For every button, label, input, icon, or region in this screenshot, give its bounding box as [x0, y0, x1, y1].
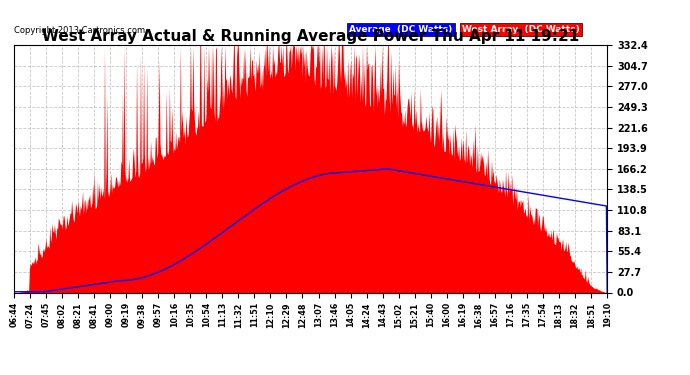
Text: West Array  (DC Watts): West Array (DC Watts) [462, 25, 580, 34]
Text: Copyright 2013 Cartronics.com: Copyright 2013 Cartronics.com [14, 26, 145, 35]
Text: Average  (DC Watts): Average (DC Watts) [349, 25, 453, 34]
Title: West Array Actual & Running Average Power Thu Apr 11 19:21: West Array Actual & Running Average Powe… [42, 29, 579, 44]
